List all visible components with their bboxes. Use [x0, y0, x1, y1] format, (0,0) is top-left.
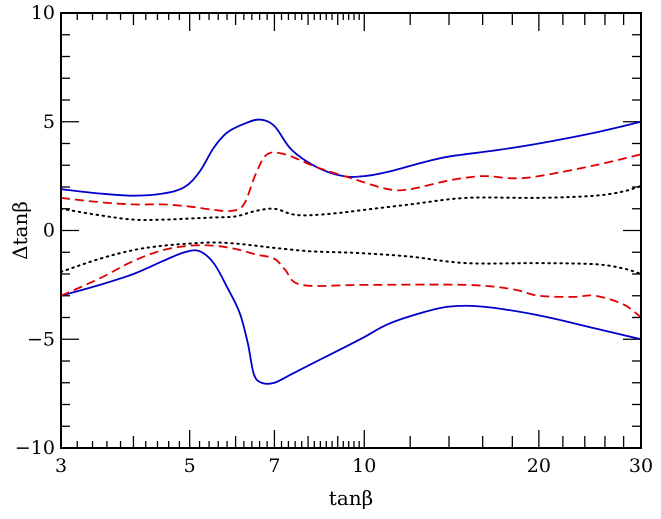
series-line-dotted-4 [60, 184, 642, 221]
axis-ticks [60, 12, 642, 449]
x-tick-label: 3 [55, 455, 67, 477]
y-tick-label: 0 [43, 220, 55, 242]
x-tick-label: 30 [629, 455, 653, 477]
y-axis-label: Δtanβ [8, 201, 32, 260]
y-tick-label: −10 [15, 437, 55, 459]
series-line-solid-0 [60, 118, 642, 197]
x-tick-label: 5 [184, 455, 196, 477]
plot-frame [60, 12, 642, 449]
series-layer [60, 118, 642, 385]
series-line-dashed-3 [60, 244, 642, 319]
series-line-dotted-5 [60, 241, 642, 275]
x-tick-label: 7 [268, 455, 280, 477]
y-tick-label: 5 [43, 111, 55, 133]
y-tick-label: 10 [31, 2, 55, 24]
x-tick-label: 10 [352, 455, 376, 477]
tick-labels: 3 5 7 10 20 30 10 5 0 −5 −10 [15, 2, 653, 477]
x-tick-label: 20 [527, 455, 551, 477]
y-tick-label: −5 [27, 328, 55, 350]
series-line-solid-1 [60, 249, 642, 385]
x-axis-label: tanβ [329, 486, 373, 510]
series-line-dashed-2 [60, 151, 642, 213]
